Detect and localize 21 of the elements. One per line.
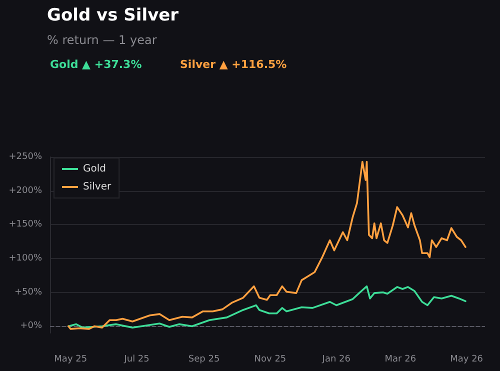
x-tick-label: May 25 [54, 354, 88, 364]
y-tick-label: +200% [8, 186, 42, 196]
y-tick-label: +250% [8, 152, 42, 162]
y-tick-label: +0% [20, 321, 42, 332]
chart-subtitle: % return — 1 year [47, 33, 157, 47]
y-tick-label: +50% [14, 287, 42, 298]
legend-label: Gold [83, 164, 106, 174]
x-tick-label: Nov 25 [254, 354, 286, 364]
text: Gold ▲ +37.3% [50, 58, 142, 71]
y-tick-label: +150% [8, 220, 42, 230]
line-series [68, 285, 466, 328]
x-tick-label: Mar 26 [384, 354, 416, 364]
chart-title: Gold vs Silver [47, 6, 180, 26]
x-tick-label: Jan 26 [321, 354, 351, 364]
x-tick-label: Jul 25 [123, 354, 150, 364]
x-tick-label: Sep 25 [188, 354, 220, 364]
x-tick-label: May 26 [450, 354, 484, 364]
legend-label: Silver [83, 182, 112, 192]
text: Silver ▲ +116.5% [180, 58, 287, 71]
line-series [68, 160, 466, 330]
y-tick-label: +100% [8, 254, 42, 264]
